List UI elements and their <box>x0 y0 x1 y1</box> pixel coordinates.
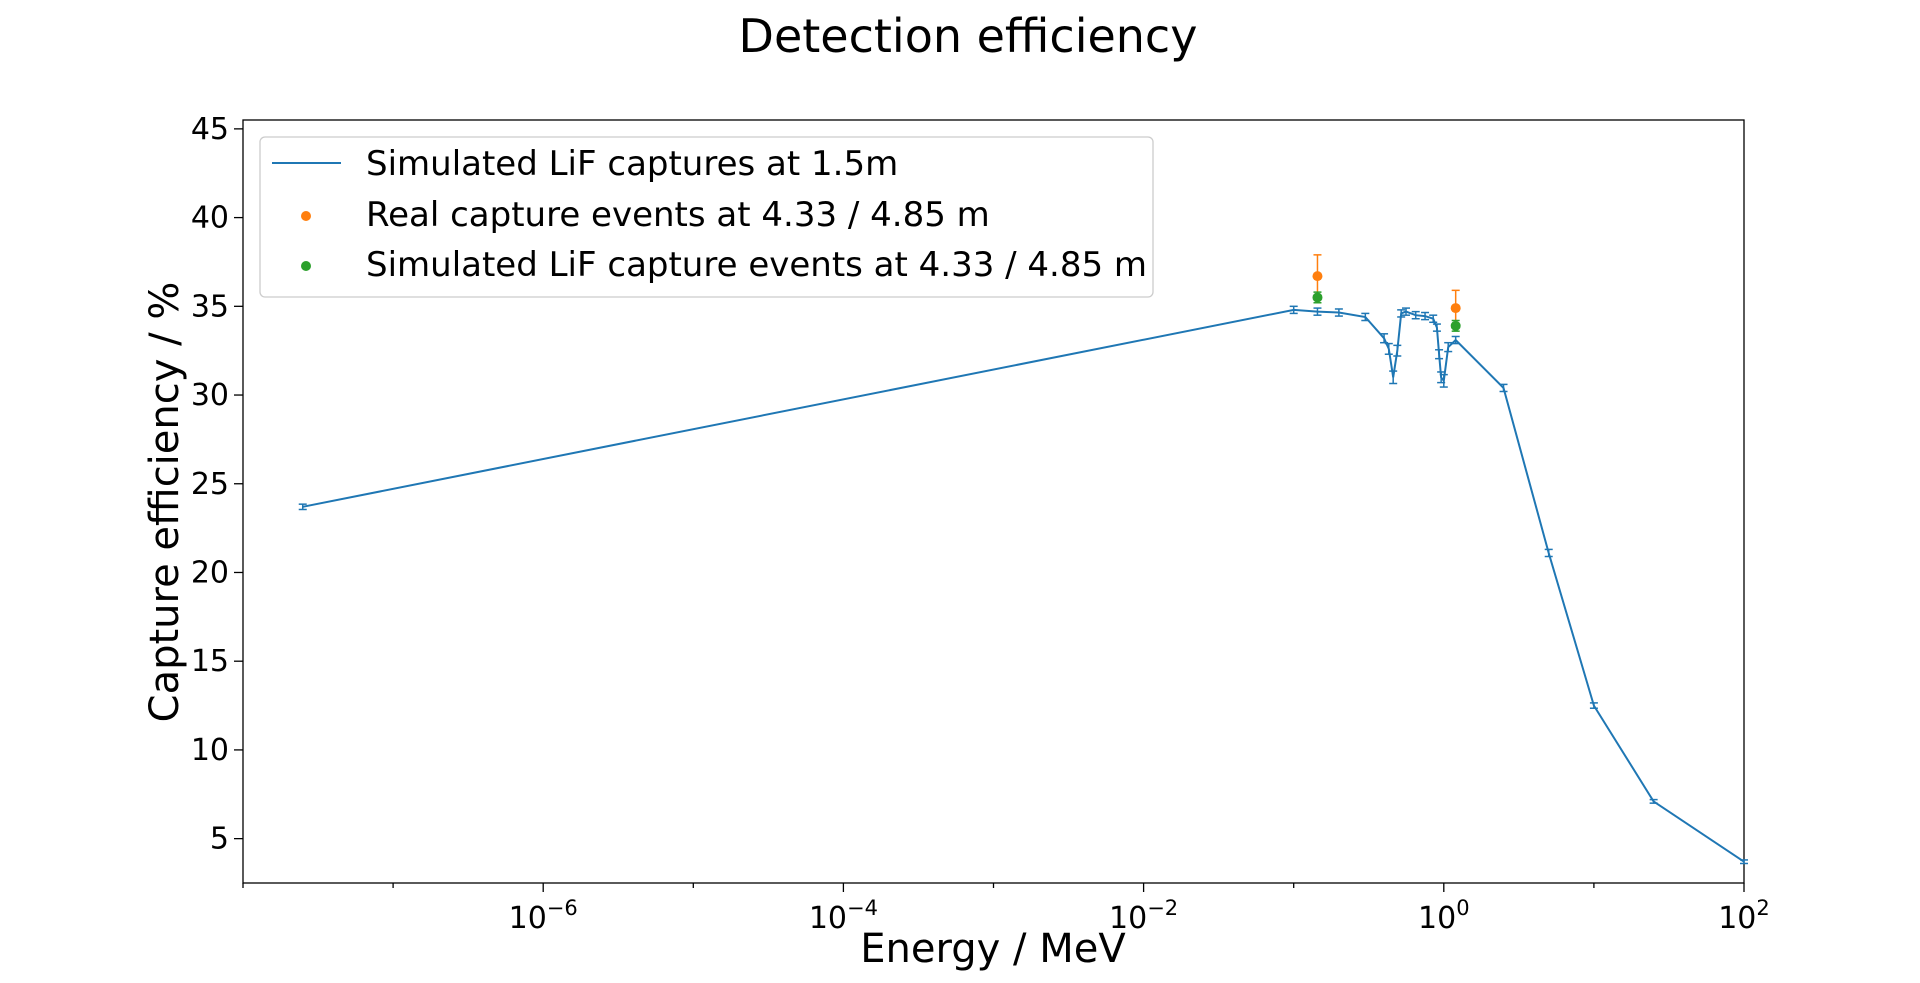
data-point <box>1450 320 1461 331</box>
y-tick-label: 25 <box>191 467 229 502</box>
x-tick-base: 10 <box>1109 901 1147 936</box>
data-point <box>1450 303 1461 314</box>
chart-title: Detection efficiency <box>739 9 1198 63</box>
x-tick-base: 10 <box>809 901 847 936</box>
legend-label-real-events: Real capture events at 4.33 / 4.85 m <box>366 195 990 235</box>
x-tick-exponent: 0 <box>1456 896 1469 920</box>
y-tick-label: 35 <box>191 289 229 324</box>
legend-green-marker <box>301 261 311 271</box>
y-tick-label: 10 <box>191 733 229 768</box>
data-point <box>1312 292 1323 303</box>
series-layer <box>298 254 1748 865</box>
series-2 <box>1312 291 1461 332</box>
x-tick-label: 102 <box>1718 896 1770 936</box>
legend-label-simulated-events: Simulated LiF capture events at 4.33 / 4… <box>366 245 1147 285</box>
x-tick-label: 10−2 <box>1109 896 1178 936</box>
y-tick-label: 40 <box>191 201 229 236</box>
legend-orange-marker <box>301 211 311 221</box>
x-tick-base: 10 <box>509 901 547 936</box>
y-tick-label: 30 <box>191 378 229 413</box>
x-axis: 10−6 10−4 10−2 100 102 <box>242 883 1770 936</box>
x-tick-base: 10 <box>1418 901 1456 936</box>
y-tick-label: 15 <box>191 644 229 679</box>
data-point <box>1312 271 1323 282</box>
legend-label-simulated-captures: Simulated LiF captures at 1.5m <box>366 144 898 184</box>
y-tick-label: 45 <box>191 112 229 147</box>
series-0 <box>298 305 1748 865</box>
x-tick-label: 10−6 <box>509 896 578 936</box>
x-tick-exponent: 2 <box>1756 896 1769 920</box>
x-tick-label: 10−4 <box>809 896 878 936</box>
x-tick-exponent: −4 <box>847 896 878 920</box>
y-tick-label: 20 <box>191 555 229 590</box>
x-tick-base: 10 <box>1718 901 1756 936</box>
x-tick-exponent: −2 <box>1147 896 1178 920</box>
legend: Simulated LiF captures at 1.5m Real capt… <box>259 136 1154 298</box>
legend-box <box>259 136 1154 298</box>
y-axis: 5 10 15 20 25 30 35 40 45 <box>191 112 243 857</box>
y-tick-label: 5 <box>210 822 229 857</box>
y-axis-label: Capture efficiency / % <box>142 282 188 723</box>
x-axis-label: Energy / MeV <box>860 926 1126 972</box>
x-tick-exponent: −6 <box>547 896 578 920</box>
x-tick-label: 100 <box>1418 896 1470 936</box>
